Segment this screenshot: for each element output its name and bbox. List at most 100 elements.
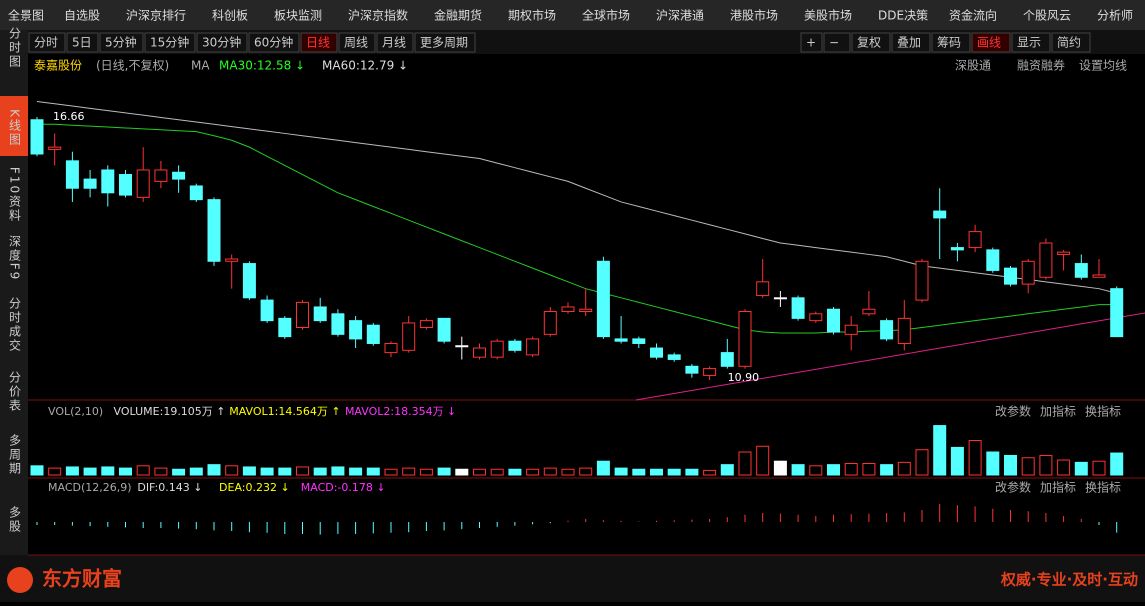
period-label[interactable]: 30分钟 xyxy=(202,35,241,50)
menu-item[interactable]: 自选股 xyxy=(64,9,100,23)
candle-body xyxy=(349,320,363,340)
menu-item[interactable]: 板块监测 xyxy=(274,9,322,23)
volume-bar xyxy=(1074,461,1088,476)
volume-bar xyxy=(490,468,504,476)
volume-bar xyxy=(897,461,911,476)
tool-button[interactable] xyxy=(971,32,1011,53)
menu-item[interactable]: 科创板 xyxy=(212,9,248,23)
tool-label[interactable]: 显示 xyxy=(1017,36,1041,50)
candle-body xyxy=(331,313,345,335)
period-tab[interactable] xyxy=(414,32,476,53)
indicator-action[interactable]: 加指标 xyxy=(1040,480,1076,495)
volume-bar xyxy=(48,467,62,476)
menu-item[interactable]: 分析师 xyxy=(1097,9,1133,23)
tool-label[interactable]: + xyxy=(806,36,816,50)
candle-body xyxy=(986,249,1000,271)
indicator-label: DEA:0.232 ↓ xyxy=(219,481,290,494)
menu-item[interactable]: 沪深京排行 xyxy=(126,9,186,23)
candle-body xyxy=(809,313,823,322)
period-tab[interactable] xyxy=(196,32,248,53)
menu-item[interactable]: 沪深京指数 xyxy=(348,8,408,23)
indicator-action[interactable]: 换指标 xyxy=(1085,480,1121,495)
side-tab[interactable]: 深度F9 xyxy=(8,234,22,281)
info-link[interactable]: 深股通 xyxy=(955,59,991,73)
tool-label[interactable]: − xyxy=(829,36,839,50)
menu-item[interactable]: 全球市场 xyxy=(582,8,630,23)
candle-body xyxy=(791,297,805,319)
period-label[interactable]: 周线 xyxy=(344,36,368,50)
period-tab[interactable] xyxy=(338,32,376,53)
menu-item[interactable]: 期权市场 xyxy=(508,8,556,23)
indicator-label: MAVOL1:14.564万 ↑ xyxy=(229,405,340,418)
stock-info: 泰嘉股份 xyxy=(34,59,82,73)
period-tab[interactable] xyxy=(99,32,144,53)
indicator-action[interactable]: 换指标 xyxy=(1085,404,1121,419)
tool-button[interactable] xyxy=(1051,32,1091,53)
period-label[interactable]: 60分钟 xyxy=(254,35,293,50)
stock-info: MA30:12.58 ↓ xyxy=(219,59,305,73)
menu-item[interactable]: DDE决策 xyxy=(878,9,928,23)
menu-item[interactable]: 资金流向 xyxy=(949,8,997,23)
stock-info: MA60:12.79 ↓ xyxy=(322,59,408,73)
period-tab[interactable] xyxy=(248,32,300,53)
volume-bar xyxy=(207,464,221,476)
menu-item[interactable]: 沪深港通 xyxy=(656,9,704,23)
period-tab[interactable] xyxy=(376,32,414,53)
period-tab[interactable] xyxy=(28,32,66,53)
volume-bar xyxy=(419,468,433,476)
tool-label[interactable]: 叠加 xyxy=(897,36,921,50)
tool-label[interactable]: 简约 xyxy=(1057,35,1081,50)
menu-item[interactable]: 全景图 xyxy=(8,8,44,23)
period-tab[interactable] xyxy=(144,32,196,53)
tool-button[interactable] xyxy=(891,32,931,53)
volume-bar xyxy=(809,465,823,476)
info-link[interactable]: 融资融券 xyxy=(1017,58,1065,73)
tool-label[interactable]: 复权 xyxy=(857,36,881,50)
side-tab[interactable]: F10资料 xyxy=(8,167,22,223)
menu-item[interactable]: 个股风云 xyxy=(1023,9,1071,23)
menu-item[interactable]: 金融期货 xyxy=(434,8,482,23)
side-tab[interactable]: K线图 xyxy=(8,109,22,147)
side-tab[interactable]: 多股 xyxy=(8,506,22,534)
candle-body xyxy=(242,263,256,299)
menu-item[interactable]: 美股市场 xyxy=(804,8,852,23)
volume-bar xyxy=(402,467,416,476)
candle-body xyxy=(455,345,469,348)
tool-button[interactable] xyxy=(931,32,971,53)
menu-item[interactable]: 港股市场 xyxy=(730,8,778,23)
tool-button[interactable] xyxy=(800,32,823,53)
info-link[interactable]: 设置均线 xyxy=(1079,59,1127,73)
ma60-line xyxy=(36,100,1117,294)
period-label[interactable]: 月线 xyxy=(382,36,406,50)
period-label[interactable]: 15分钟 xyxy=(150,35,189,50)
candle-body xyxy=(968,231,982,249)
side-tab[interactable]: 分价表 xyxy=(8,371,22,413)
side-tab[interactable]: 多周期 xyxy=(8,434,22,476)
volume-bar xyxy=(331,466,345,476)
tool-label[interactable]: 筹码 xyxy=(937,36,961,50)
tool-label[interactable]: 画线 xyxy=(977,36,1001,50)
tool-button[interactable] xyxy=(1011,32,1051,53)
period-label[interactable]: 日线 xyxy=(306,36,330,50)
volume-bar xyxy=(791,464,805,476)
candle-body xyxy=(756,281,770,297)
indicator-label: VOLUME:19.105万 ↑ xyxy=(114,405,226,418)
period-label[interactable]: 5日 xyxy=(72,36,92,50)
period-tab[interactable] xyxy=(300,32,338,53)
period-label[interactable]: 分时 xyxy=(34,36,58,50)
volume-bar xyxy=(154,467,168,476)
indicator-label: DIF:0.143 ↓ xyxy=(137,481,202,494)
indicator-action[interactable]: 改参数 xyxy=(995,404,1031,419)
indicator-action[interactable]: 加指标 xyxy=(1040,404,1076,419)
candle-body xyxy=(48,146,62,150)
indicator-action[interactable]: 改参数 xyxy=(995,480,1031,495)
side-tab-active[interactable] xyxy=(0,96,28,156)
period-label[interactable]: 更多周期 xyxy=(420,36,468,50)
period-tab[interactable] xyxy=(66,32,99,53)
tool-button[interactable] xyxy=(851,32,891,53)
tool-button[interactable] xyxy=(823,32,851,53)
side-tab[interactable]: 分时图 xyxy=(8,27,22,69)
period-label[interactable]: 5分钟 xyxy=(105,35,137,50)
side-tab[interactable]: 分时成交 xyxy=(8,297,22,353)
